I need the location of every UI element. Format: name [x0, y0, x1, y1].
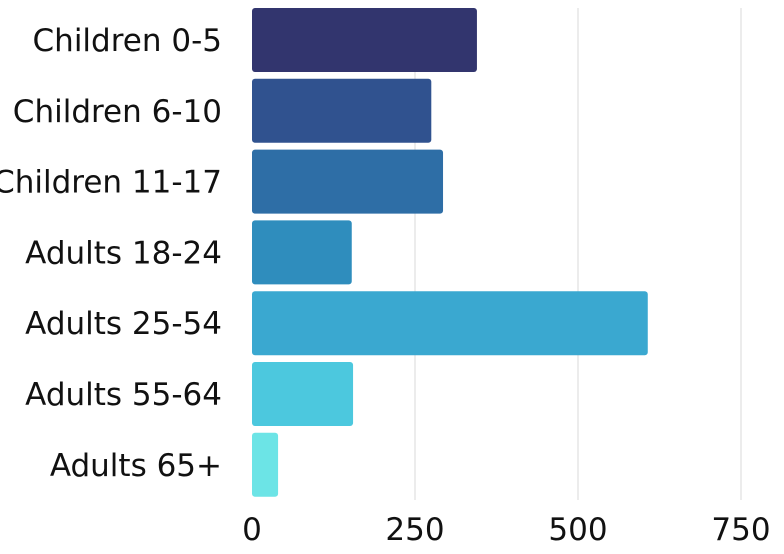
- bar-6: [252, 432, 279, 497]
- bar-3: [252, 220, 352, 285]
- x-tick-label-250: 250: [385, 512, 444, 548]
- category-label-5: Adults 55-64: [25, 377, 222, 413]
- x-tick-label-750: 750: [711, 512, 770, 548]
- x-tick-label-500: 500: [548, 512, 607, 548]
- bar-2: [252, 149, 444, 214]
- x-tick-labels: 0 250 500 750: [242, 512, 770, 548]
- category-labels: Children 0-5 Children 6-10 Children 11-17 A…: [0, 23, 222, 484]
- x-tick-label-0: 0: [242, 512, 262, 548]
- gridlines: [414, 8, 742, 500]
- category-label-2: Children 11-17: [0, 165, 222, 201]
- category-label-4: Adults 25-54: [25, 306, 222, 342]
- bar-5: [252, 362, 354, 426]
- category-label-6: Adults 65+: [50, 448, 222, 484]
- bar-0: [252, 8, 477, 72]
- category-label-1: Children 6-10: [13, 94, 222, 130]
- bar-1: [252, 78, 432, 143]
- category-label-0: Children 0-5: [33, 23, 222, 59]
- bar-4: [252, 291, 648, 356]
- category-label-3: Adults 18-24: [25, 235, 222, 271]
- bars: [252, 8, 648, 497]
